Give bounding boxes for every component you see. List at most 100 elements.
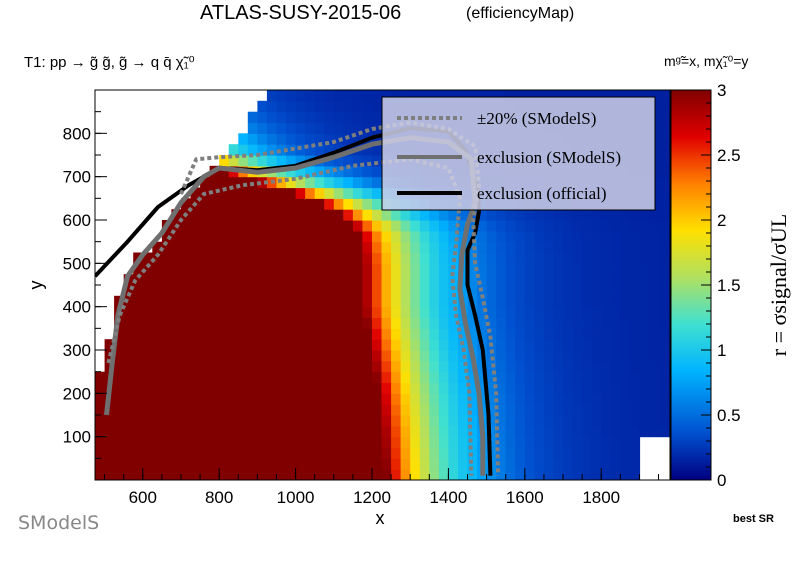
x-tick-label: 1600 bbox=[506, 488, 544, 507]
heatmap-cell bbox=[228, 425, 239, 438]
heatmap-cell bbox=[133, 350, 144, 362]
heatmap-cell bbox=[305, 90, 316, 102]
heatmap-cell bbox=[553, 285, 564, 297]
heatmap-cell bbox=[200, 350, 211, 362]
heatmap-cell bbox=[171, 447, 182, 459]
heatmap-cell bbox=[324, 425, 335, 438]
heatmap-cell bbox=[649, 220, 660, 232]
heatmap-cell bbox=[505, 328, 516, 340]
heatmap-cell bbox=[610, 220, 621, 232]
heatmap-cell bbox=[486, 295, 497, 308]
heatmap-cell bbox=[171, 371, 182, 384]
heatmap-cell bbox=[161, 274, 173, 286]
heatmap-cell bbox=[543, 393, 555, 405]
heatmap-cell bbox=[247, 415, 258, 427]
heatmap-cell bbox=[438, 220, 450, 232]
heatmap-cell bbox=[95, 404, 106, 416]
heatmap-cell bbox=[572, 404, 583, 416]
heatmap-cell bbox=[668, 133, 670, 145]
heatmap-cell bbox=[161, 317, 173, 329]
heatmap-cell bbox=[104, 425, 115, 438]
heatmap-cell bbox=[114, 393, 125, 405]
heatmap-cell bbox=[381, 458, 392, 470]
heatmap-cell bbox=[295, 339, 306, 351]
heatmap-cell bbox=[257, 371, 268, 384]
heatmap-cell bbox=[582, 328, 593, 340]
heatmap-cell bbox=[591, 382, 602, 394]
heatmap-cell bbox=[200, 230, 211, 243]
heatmap-cell bbox=[247, 350, 258, 362]
heatmap-cell bbox=[610, 458, 621, 470]
heatmap-cell bbox=[620, 339, 631, 351]
heatmap-cell bbox=[591, 415, 602, 427]
heatmap-cell bbox=[505, 393, 516, 405]
heatmap-cell bbox=[247, 252, 258, 264]
heatmap-cell bbox=[266, 360, 278, 373]
heatmap-cell bbox=[543, 404, 555, 416]
heatmap-cell bbox=[563, 241, 574, 254]
heatmap-cell bbox=[629, 285, 641, 297]
heatmap-cell bbox=[534, 285, 545, 297]
heatmap-cell bbox=[629, 371, 641, 384]
heatmap-cell bbox=[190, 382, 201, 394]
heatmap-cell bbox=[286, 122, 297, 134]
heatmap-cell bbox=[629, 339, 641, 351]
heatmap-cell bbox=[391, 371, 402, 384]
heatmap-cell bbox=[410, 382, 421, 394]
heatmap-cell bbox=[152, 371, 163, 384]
heatmap-cell bbox=[219, 252, 230, 264]
heatmap-cell bbox=[333, 263, 344, 275]
heatmap-cell bbox=[391, 393, 402, 405]
heatmap-cell bbox=[649, 295, 660, 308]
heatmap-cell bbox=[419, 241, 430, 254]
y-tick-label: 200 bbox=[63, 384, 91, 403]
heatmap-cell bbox=[190, 274, 201, 286]
heatmap-cell bbox=[238, 155, 249, 167]
heatmap-cell bbox=[171, 382, 182, 394]
heatmap-cell bbox=[209, 285, 220, 297]
heatmap-cell bbox=[658, 198, 669, 210]
heatmap-cell bbox=[458, 415, 469, 427]
heatmap-cell bbox=[438, 436, 450, 449]
heatmap-cell bbox=[543, 209, 555, 221]
heatmap-cell bbox=[419, 317, 430, 329]
heatmap-cell bbox=[152, 425, 163, 438]
heatmap-cell bbox=[419, 252, 430, 264]
heatmap-cell bbox=[190, 306, 201, 319]
heatmap-cell bbox=[458, 209, 469, 221]
heatmap-cell bbox=[324, 144, 335, 156]
heatmap-cell bbox=[305, 144, 316, 156]
heatmap-cell bbox=[333, 111, 344, 124]
heatmap-cell bbox=[477, 371, 488, 384]
heatmap-cell bbox=[601, 393, 612, 405]
heatmap-cell bbox=[391, 360, 402, 373]
heatmap-cell bbox=[639, 339, 650, 351]
heatmap-cell bbox=[496, 230, 507, 243]
heatmap-cell bbox=[200, 220, 211, 232]
heatmap-cell bbox=[477, 90, 488, 102]
heatmap-cell bbox=[161, 328, 173, 340]
heatmap-cell bbox=[372, 328, 383, 340]
heatmap-cell bbox=[238, 469, 249, 480]
heatmap-cell bbox=[668, 144, 670, 156]
heatmap-cell bbox=[171, 285, 182, 297]
heatmap-cell bbox=[419, 393, 430, 405]
heatmap-cell bbox=[563, 274, 574, 286]
heatmap-cell bbox=[629, 230, 641, 243]
heatmap-cell bbox=[343, 350, 354, 362]
heatmap-cell bbox=[324, 230, 335, 243]
heatmap-cell bbox=[286, 198, 297, 210]
heatmap-cell bbox=[133, 295, 144, 308]
heatmap-cell bbox=[505, 360, 516, 373]
heatmap-cell bbox=[372, 90, 383, 102]
heatmap-cell bbox=[448, 328, 459, 340]
heatmap-cell bbox=[295, 252, 306, 264]
heatmap-cell bbox=[171, 295, 182, 308]
heatmap-cell bbox=[181, 360, 192, 373]
heatmap-cell bbox=[209, 447, 220, 459]
heatmap-cell bbox=[219, 274, 230, 286]
heatmap-cell bbox=[362, 425, 373, 438]
heatmap-cell bbox=[391, 241, 402, 254]
best-sr-label: best SR bbox=[733, 513, 774, 525]
heatmap-cell bbox=[582, 458, 593, 470]
